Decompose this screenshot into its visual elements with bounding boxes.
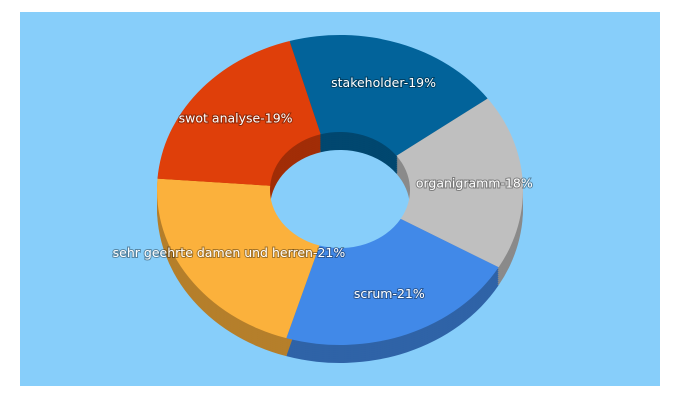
slice-label: stakeholder-19% bbox=[331, 75, 436, 90]
slice-tops bbox=[157, 35, 524, 345]
slice bbox=[289, 35, 488, 156]
slice bbox=[286, 218, 499, 345]
slice bbox=[157, 178, 320, 339]
slice bbox=[396, 98, 524, 268]
slice bbox=[157, 41, 321, 186]
slice-label: sehr geehrte damen und herren-21% bbox=[113, 245, 346, 260]
slice-label: scrum-21% bbox=[354, 286, 425, 301]
slice-label: organigramm-18% bbox=[416, 175, 533, 190]
slice-label: swot analyse-19% bbox=[179, 111, 293, 126]
slice-labels: stakeholder-19% organigramm-18% scrum-21% s… bbox=[112, 74, 534, 302]
